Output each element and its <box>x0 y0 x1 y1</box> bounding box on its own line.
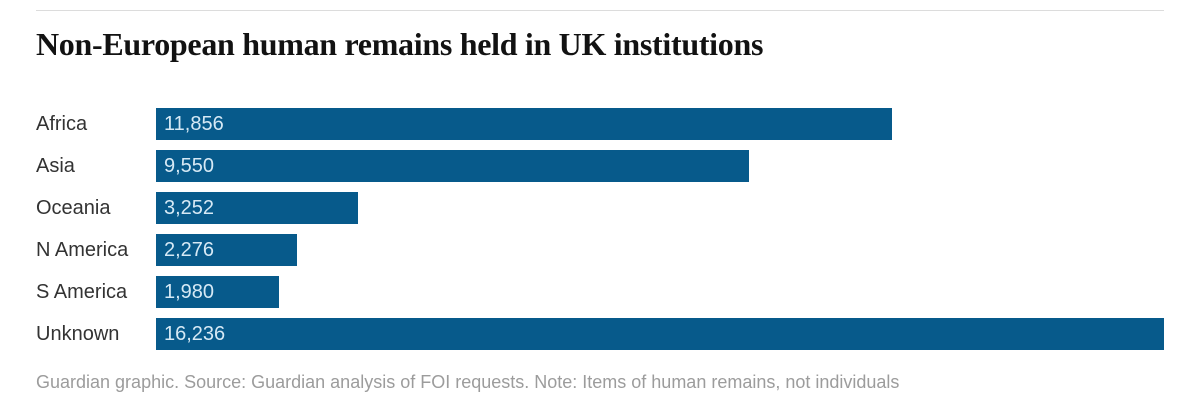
bar: 1,980 <box>156 276 279 308</box>
bar: 3,252 <box>156 192 358 224</box>
chart-title: Non-European human remains held in UK in… <box>36 26 764 62</box>
chart-row: N America 2,276 <box>36 234 1164 266</box>
bar-value-label: 2,276 <box>164 239 215 261</box>
bar-chart: Africa 11,856 Asia 9,550 Oceania 3,252 N Ameri… <box>36 108 1164 360</box>
chart-row: Oceania 3,252 <box>36 192 1164 224</box>
bar-track: 1,980 <box>156 276 1164 308</box>
bar-track: 11,856 <box>156 108 1164 140</box>
bar: 16,236 <box>156 318 1164 350</box>
category-label: Oceania <box>36 197 111 219</box>
category-label: N America <box>36 239 129 261</box>
top-divider-rule <box>36 10 1164 11</box>
category-label: Unknown <box>36 323 120 345</box>
bar-value-label: 11,856 <box>164 113 224 135</box>
chart-row: Africa 11,856 <box>36 108 1164 140</box>
category-label: Africa <box>36 113 88 135</box>
category-label: S America <box>36 281 128 303</box>
chart-row: Unknown 16,236 <box>36 318 1164 350</box>
source-note: Guardian graphic. Source: Guardian analy… <box>36 372 900 392</box>
bar: 11,856 <box>156 108 893 140</box>
chart-row: Asia 9,550 <box>36 150 1164 182</box>
bar: 2,276 <box>156 234 298 266</box>
chart-row: S America 1,980 <box>36 276 1164 308</box>
bar-value-label: 1,980 <box>164 281 215 303</box>
bar-value-label: 3,252 <box>164 197 215 219</box>
bar-track: 3,252 <box>156 192 1164 224</box>
bar: 9,550 <box>156 150 749 182</box>
bar-value-label: 9,550 <box>164 155 215 177</box>
bar-value-label: 16,236 <box>164 323 226 345</box>
bar-track: 2,276 <box>156 234 1164 266</box>
bar-track: 16,236 <box>156 318 1164 350</box>
bar-track: 9,550 <box>156 150 1164 182</box>
category-label: Asia <box>36 155 75 177</box>
